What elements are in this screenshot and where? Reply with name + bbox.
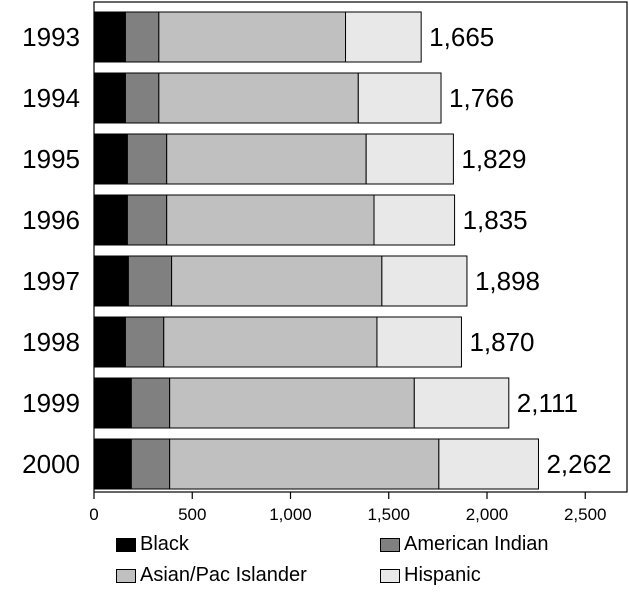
- bar-2000-black: [93, 438, 132, 490]
- total-label-1994: 1,766: [449, 83, 514, 113]
- bar-1994-asian-pac-islander: [158, 72, 359, 124]
- total-label-1997: 1,898: [475, 266, 540, 296]
- category-label-1998: 1998: [22, 327, 80, 357]
- bar-1996-black: [93, 194, 128, 246]
- bar-1994-american-indian: [124, 72, 160, 124]
- category-label-1999: 1999: [22, 388, 80, 418]
- bar-2000-american-indian: [130, 438, 171, 490]
- x-tick-label-4: 2,000: [466, 505, 509, 524]
- category-label-1994: 1994: [22, 83, 80, 113]
- total-label-1995: 1,829: [461, 144, 526, 174]
- total-label-1993: 1,665: [429, 22, 494, 52]
- category-label-1993: 1993: [22, 22, 80, 52]
- bar-1994-hispanic: [357, 72, 442, 124]
- bar-1994-black: [93, 72, 126, 124]
- category-label-1996: 1996: [22, 205, 80, 235]
- bar-2000-asian-pac-islander: [169, 438, 440, 490]
- bar-1998-american-indian: [124, 316, 165, 368]
- bar-1995-hispanic: [365, 133, 454, 185]
- bar-1998-black: [93, 316, 126, 368]
- total-label-2000: 2,262: [546, 449, 611, 479]
- bar-1998-hispanic: [376, 316, 462, 368]
- bar-1995-american-indian: [126, 133, 168, 185]
- bar-1993-black: [93, 11, 126, 63]
- x-tick-label-3: 1,500: [367, 505, 410, 524]
- bar-1993-hispanic: [345, 11, 422, 63]
- bar-1993-asian-pac-islander: [158, 11, 347, 63]
- bar-1995-asian-pac-islander: [166, 133, 367, 185]
- total-label-1999: 2,111: [517, 388, 578, 418]
- bar-1999-american-indian: [130, 377, 171, 429]
- x-tick-label-0: 0: [89, 505, 98, 524]
- category-label-1997: 1997: [22, 266, 80, 296]
- bar-1996-american-indian: [126, 194, 168, 246]
- bar-1997-american-indian: [127, 255, 173, 307]
- bar-1999-asian-pac-islander: [169, 377, 415, 429]
- total-label-1998: 1,870: [469, 327, 534, 357]
- bar-1997-asian-pac-islander: [171, 255, 383, 307]
- total-label-1996: 1,835: [463, 205, 528, 235]
- bar-1996-asian-pac-islander: [166, 194, 375, 246]
- category-label-1995: 1995: [22, 144, 80, 174]
- bar-1997-hispanic: [381, 255, 468, 307]
- bar-2000-hispanic: [438, 438, 539, 490]
- bar-1993-american-indian: [124, 11, 160, 63]
- bar-1995-black: [93, 133, 128, 185]
- bar-1997-black: [93, 255, 129, 307]
- bar-1998-asian-pac-islander: [163, 316, 378, 368]
- x-tick-label-1: 500: [178, 505, 206, 524]
- bar-1999-black: [93, 377, 132, 429]
- x-tick-label-5: 2,500: [564, 505, 607, 524]
- bar-1999-hispanic: [413, 377, 510, 429]
- x-tick-label-2: 1,000: [269, 505, 312, 524]
- category-label-2000: 2000: [22, 449, 80, 479]
- bar-1996-hispanic: [373, 194, 456, 246]
